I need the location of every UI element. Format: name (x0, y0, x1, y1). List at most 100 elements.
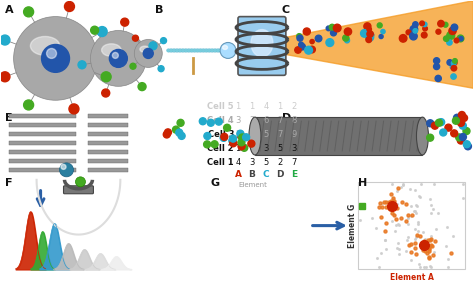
Circle shape (438, 20, 444, 27)
Circle shape (46, 48, 56, 58)
Text: 4: 4 (263, 102, 269, 111)
Circle shape (310, 39, 314, 44)
Text: 6: 6 (249, 144, 255, 153)
Circle shape (51, 54, 60, 62)
Circle shape (176, 129, 182, 136)
Circle shape (91, 31, 146, 86)
Circle shape (452, 60, 457, 65)
Circle shape (435, 75, 441, 82)
Ellipse shape (249, 117, 261, 155)
Text: A: A (235, 170, 241, 179)
Circle shape (295, 47, 301, 53)
Circle shape (208, 49, 210, 52)
Text: 5: 5 (263, 130, 269, 139)
Circle shape (102, 89, 109, 97)
Circle shape (364, 23, 371, 30)
Circle shape (367, 31, 373, 37)
Circle shape (237, 132, 245, 139)
FancyBboxPatch shape (9, 168, 76, 172)
Polygon shape (284, 1, 474, 88)
FancyBboxPatch shape (238, 17, 286, 75)
Circle shape (436, 119, 442, 126)
Circle shape (140, 45, 157, 62)
Text: 3: 3 (249, 158, 255, 167)
Circle shape (35, 38, 76, 79)
Circle shape (176, 49, 178, 52)
Circle shape (41, 43, 71, 73)
Circle shape (413, 29, 418, 33)
Text: F: F (5, 178, 12, 188)
Circle shape (421, 32, 427, 38)
Circle shape (451, 65, 456, 71)
Circle shape (436, 29, 441, 34)
Circle shape (177, 119, 184, 126)
Circle shape (112, 52, 118, 58)
Circle shape (345, 38, 349, 43)
Text: 6: 6 (263, 116, 269, 125)
Circle shape (230, 140, 237, 147)
Circle shape (24, 100, 34, 110)
Text: 2: 2 (277, 158, 283, 167)
Circle shape (205, 49, 208, 52)
Circle shape (229, 137, 236, 144)
Circle shape (215, 118, 222, 125)
Circle shape (443, 22, 448, 27)
Circle shape (299, 43, 305, 50)
Circle shape (454, 114, 461, 121)
Circle shape (101, 72, 111, 82)
Circle shape (182, 49, 184, 52)
Text: C: C (263, 170, 269, 179)
Circle shape (229, 135, 237, 142)
Text: Cell 4: Cell 4 (208, 116, 234, 125)
Text: Cell 3: Cell 3 (208, 130, 234, 139)
FancyBboxPatch shape (89, 168, 128, 172)
Circle shape (97, 26, 107, 37)
Text: D: D (276, 170, 283, 179)
Text: Element: Element (238, 182, 267, 188)
Circle shape (143, 48, 153, 58)
Circle shape (427, 120, 434, 127)
Circle shape (326, 39, 334, 46)
Text: B: B (155, 5, 164, 15)
Text: 3: 3 (291, 144, 297, 153)
Circle shape (447, 60, 453, 65)
Text: 8: 8 (291, 116, 297, 125)
Text: 3: 3 (235, 116, 241, 125)
Text: A: A (5, 5, 13, 15)
FancyBboxPatch shape (89, 132, 128, 136)
Circle shape (202, 49, 205, 52)
Circle shape (434, 64, 439, 70)
Ellipse shape (251, 30, 273, 57)
FancyBboxPatch shape (255, 121, 422, 151)
Circle shape (410, 32, 417, 40)
Circle shape (0, 72, 10, 82)
Circle shape (112, 52, 125, 65)
Circle shape (459, 122, 466, 129)
Circle shape (303, 28, 310, 35)
FancyBboxPatch shape (89, 114, 128, 118)
Circle shape (422, 22, 427, 26)
Circle shape (98, 38, 139, 79)
Circle shape (138, 43, 159, 64)
Circle shape (42, 44, 70, 72)
Circle shape (132, 35, 138, 41)
Text: Cell 2: Cell 2 (208, 144, 234, 153)
Circle shape (134, 39, 162, 67)
Circle shape (447, 31, 455, 39)
Circle shape (297, 35, 303, 41)
Ellipse shape (417, 117, 428, 155)
Circle shape (188, 49, 190, 52)
Circle shape (444, 36, 449, 41)
Circle shape (60, 163, 73, 177)
Circle shape (143, 48, 153, 58)
Text: Element A: Element A (390, 273, 433, 282)
Circle shape (315, 35, 322, 42)
Text: 1: 1 (236, 144, 241, 153)
Circle shape (330, 30, 337, 36)
FancyBboxPatch shape (9, 123, 76, 127)
Circle shape (91, 31, 146, 86)
Ellipse shape (222, 46, 228, 50)
Ellipse shape (140, 46, 150, 52)
Circle shape (163, 131, 170, 138)
Text: 3: 3 (263, 144, 269, 153)
